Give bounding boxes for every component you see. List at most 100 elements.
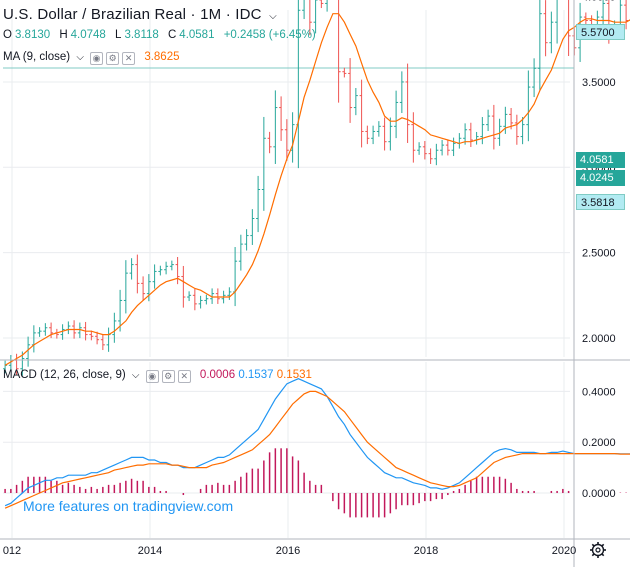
price-bar — [348, 58, 353, 123]
price-bar — [302, 0, 305, 20]
chevron-down-icon[interactable]: ⌵ — [269, 11, 277, 22]
price-bar — [112, 312, 117, 343]
price-bar — [284, 119, 289, 161]
gear-icon[interactable]: ⚙ — [161, 370, 175, 383]
y-tick-label: 0.2000 — [582, 437, 616, 449]
price-bar — [279, 96, 284, 141]
eye-icon[interactable]: ◉ — [90, 52, 104, 65]
price-bar — [164, 261, 169, 275]
macd-label: MACD (12, 26, close, 9) — [3, 369, 126, 381]
price-bar — [238, 234, 243, 271]
change-value: +0.2458 (+6.45%) — [223, 29, 316, 41]
price-tag-lower: 3.5818 — [576, 194, 625, 210]
price-bar — [123, 260, 128, 314]
y-tick-label: 2.0000 — [582, 333, 616, 345]
price-bar — [338, 0, 341, 103]
chevron-down-icon[interactable]: ⌵ — [76, 52, 84, 63]
ohlc-values: O 3.8130 H 4.0748 L 3.8118 C 4.0581 +0.2458 … — [3, 29, 316, 41]
price-bar — [601, 0, 606, 26]
price-bar — [181, 265, 186, 308]
price-bar — [568, 0, 571, 57]
price-bar — [405, 63, 410, 143]
price-bar — [365, 125, 370, 145]
ma-line — [4, 13, 630, 366]
price-bar — [204, 294, 209, 305]
chevron-down-icon[interactable]: ⌵ — [131, 370, 140, 381]
price-bar — [146, 274, 151, 302]
price-bar — [532, 58, 537, 98]
settings-gear-icon[interactable] — [590, 542, 606, 558]
price-bar — [468, 122, 473, 147]
price-bar — [118, 289, 123, 332]
price-bar — [440, 139, 445, 156]
price-bar — [417, 142, 422, 155]
y-tick-label: 0.0000 — [582, 488, 616, 500]
price-bar — [537, 0, 542, 91]
y-tick-label: 4.0000 — [582, 0, 616, 4]
open-value: 3.8130 — [14, 29, 51, 41]
price-bar — [399, 71, 404, 114]
price-bar — [215, 288, 220, 304]
macd-value: 0.1537 — [238, 369, 274, 381]
price-bar — [422, 141, 427, 160]
price-bar — [43, 323, 48, 336]
x-tick-label: 2018 — [414, 545, 438, 557]
close-value: 4.0581 — [179, 29, 215, 41]
price-bar — [129, 258, 134, 280]
horizontal-lines — [3, 67, 574, 69]
price-bar — [434, 143, 439, 166]
price-bar — [359, 79, 364, 148]
x-tick-label: 2014 — [138, 545, 162, 557]
price-bar — [342, 67, 347, 78]
price-bar — [233, 247, 238, 307]
ma-label: MA (9, close) — [3, 51, 71, 63]
price-bar — [141, 276, 146, 301]
macd-legend[interactable]: MACD (12, 26, close, 9) ⌵ ◉ ⚙ ✕ 0.0006 0.1… — [3, 369, 312, 383]
y-tick-label: 3.5000 — [582, 77, 616, 89]
price-bar — [491, 104, 496, 150]
close-icon[interactable]: ✕ — [122, 52, 136, 65]
price-bar — [353, 88, 358, 116]
signal-value: 0.1531 — [276, 369, 312, 381]
chart-title[interactable]: U.S. Dollar / Brazilian Real · 1M · IDC … — [3, 6, 277, 23]
price-bar — [244, 229, 249, 251]
price-bar — [325, 0, 328, 12]
y-tick-labels: 2.00002.50003.00003.50004.00004.50005.00… — [582, 0, 616, 500]
price-bar — [549, 11, 554, 54]
price-bar — [192, 288, 197, 311]
price-bar — [457, 133, 462, 149]
gear-icon[interactable]: ⚙ — [106, 52, 120, 65]
close-icon[interactable]: ✕ — [177, 370, 191, 383]
price-bar — [388, 117, 393, 151]
price-bar — [227, 287, 232, 300]
price-bar — [175, 257, 180, 285]
price-bar — [198, 295, 203, 309]
price-tag-last: 4.0581 — [576, 152, 625, 168]
price-bar — [37, 327, 42, 337]
price-bar — [49, 322, 54, 339]
price-bar — [309, 0, 312, 36]
y-tick-label: 0.4000 — [582, 386, 616, 398]
price-bar — [267, 131, 272, 154]
price-bar — [520, 117, 525, 145]
ma-value: 3.8625 — [144, 51, 180, 63]
low-value: 3.8118 — [124, 29, 159, 41]
ma-legend[interactable]: MA (9, close) ⌵ ◉ ⚙ ✕ 3.8625 — [3, 51, 180, 65]
x-tick-label: 012 — [3, 545, 21, 557]
price-bar — [106, 327, 111, 352]
y-tick-label: 2.5000 — [582, 248, 616, 260]
eye-icon[interactable]: ◉ — [145, 370, 159, 383]
price-bar — [474, 131, 479, 145]
watermark-link[interactable]: More features on tradingview.com — [23, 498, 234, 514]
symbol-title: U.S. Dollar / Brazilian Real · 1M · IDC — [3, 6, 262, 23]
price-bar — [394, 90, 399, 139]
price-bar — [313, 0, 318, 34]
price-bar — [169, 260, 174, 271]
x-tick-label: 2020 — [552, 545, 576, 557]
price-bar — [543, 0, 548, 57]
price-bar — [451, 137, 456, 157]
price-bar — [95, 331, 100, 345]
price-bar — [158, 265, 163, 276]
